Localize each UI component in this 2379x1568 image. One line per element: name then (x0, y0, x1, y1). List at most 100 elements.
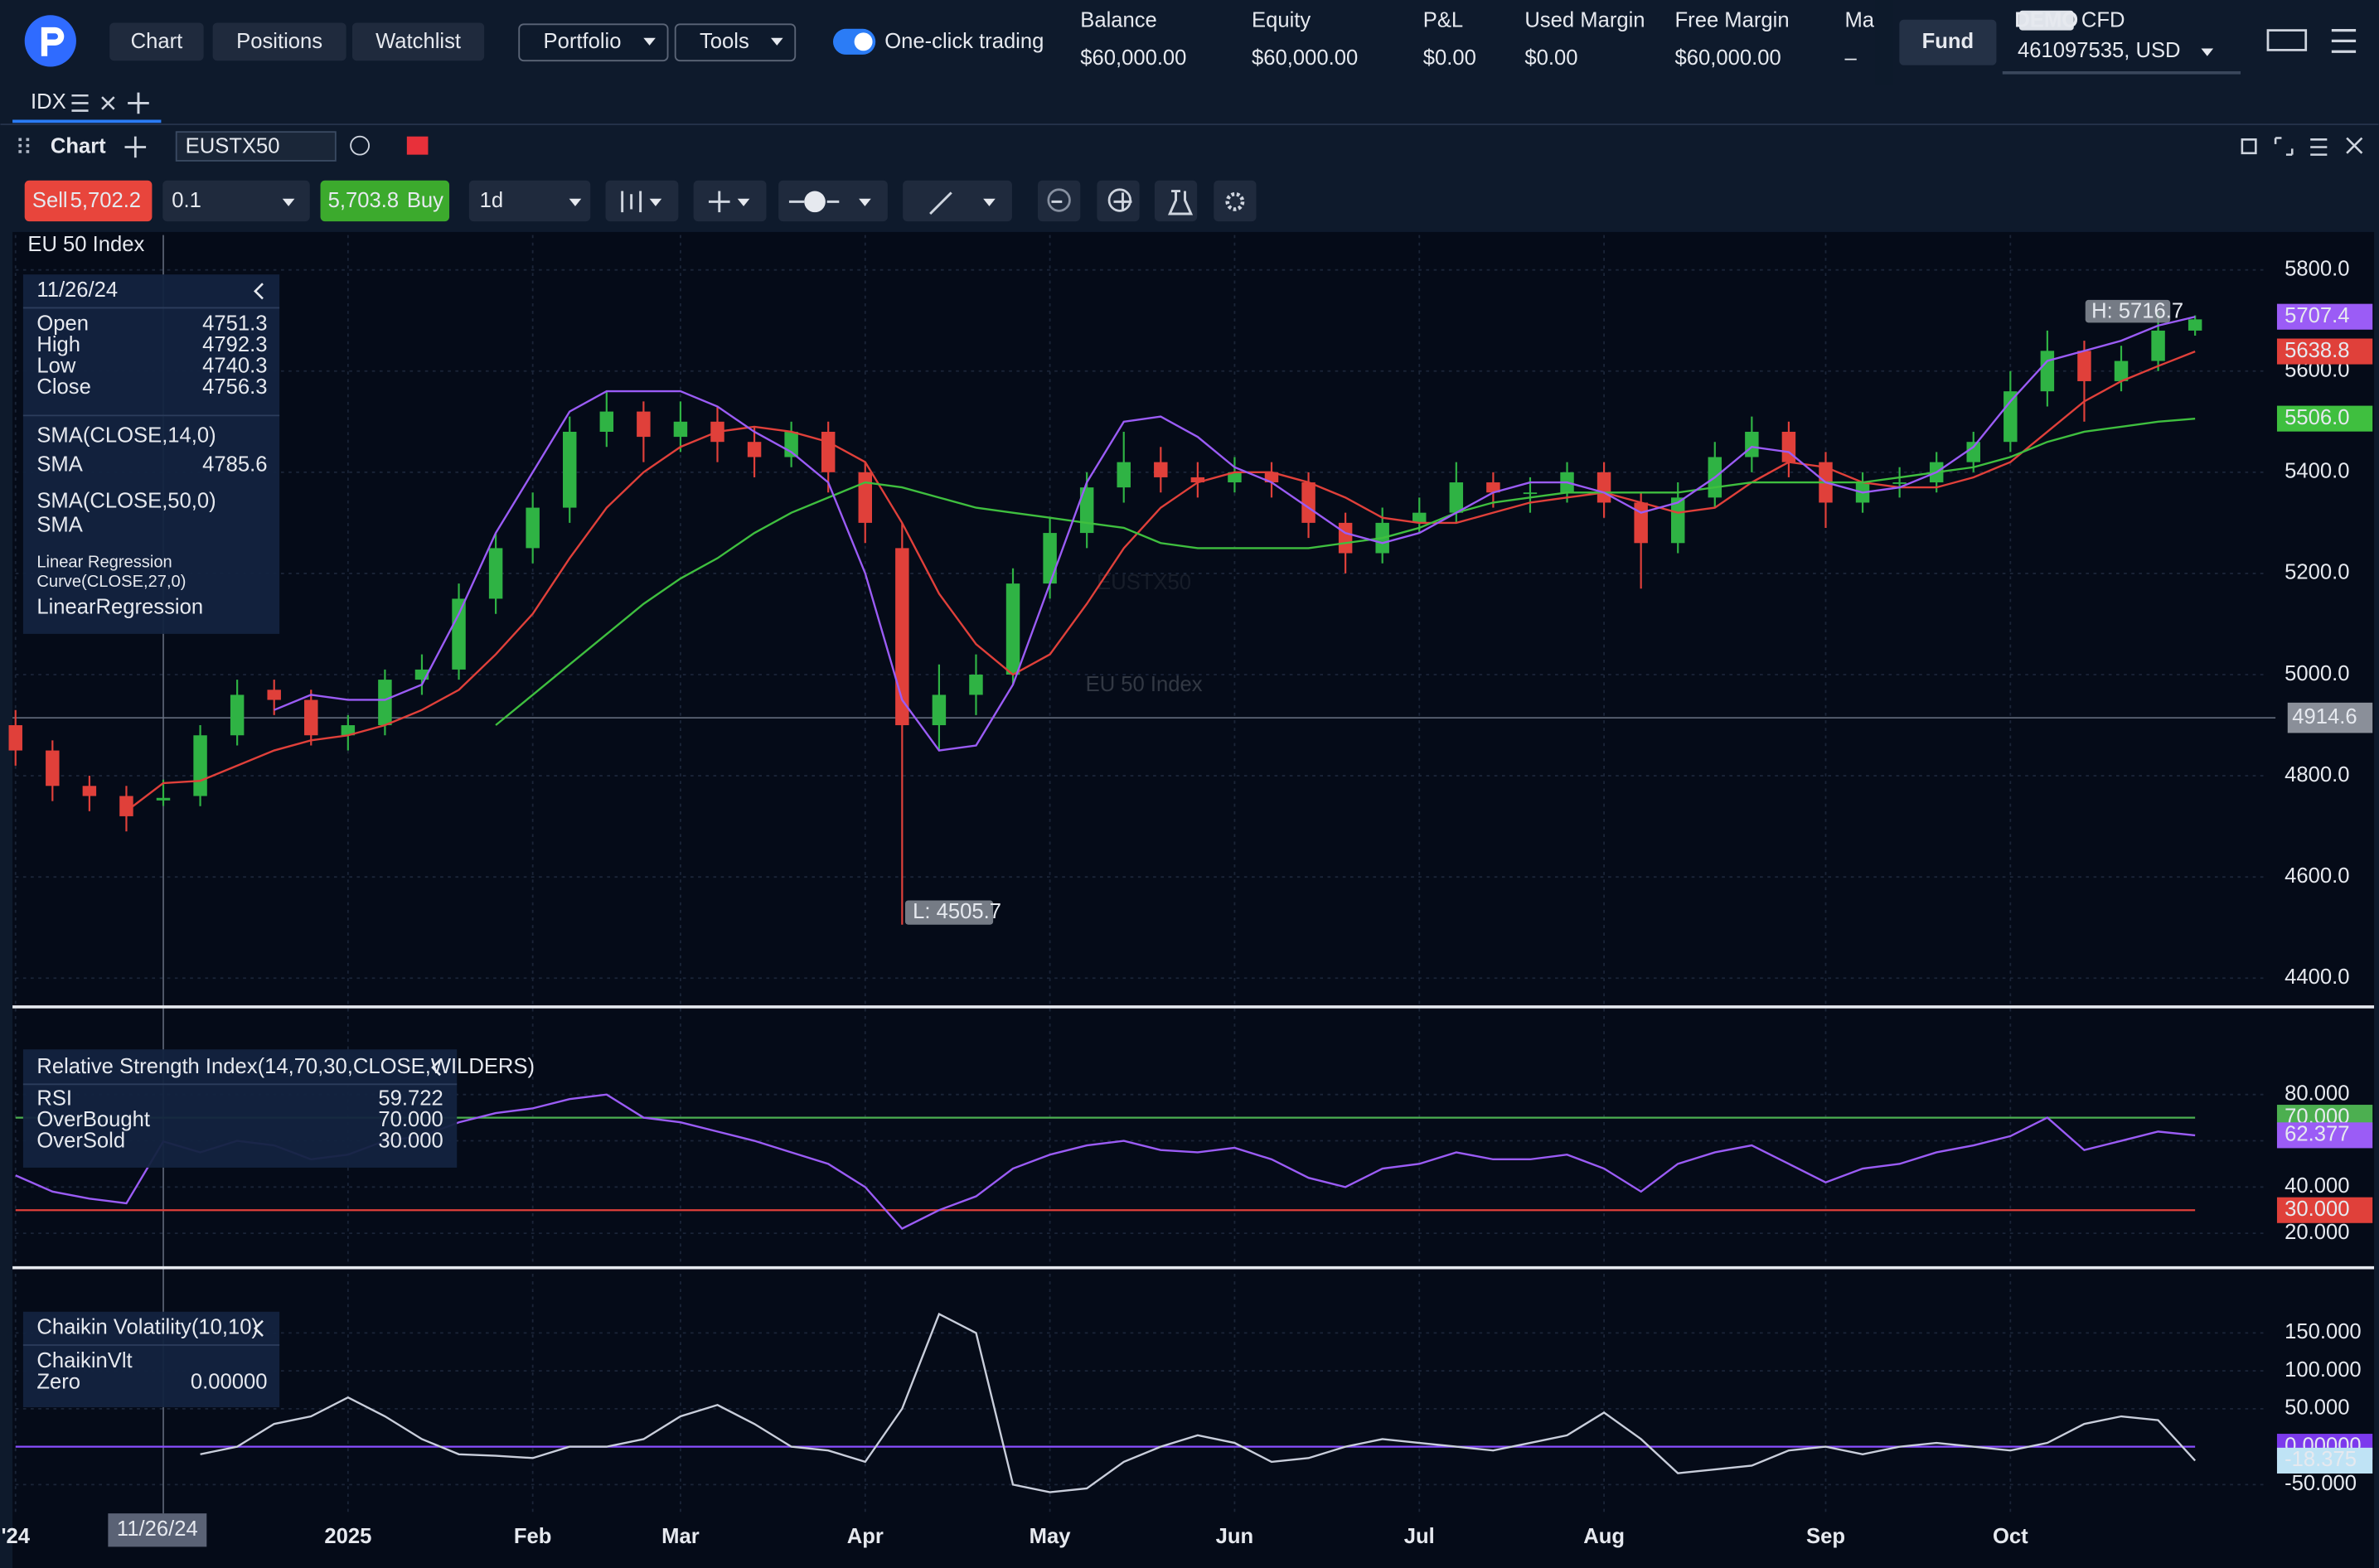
tab-add[interactable] (128, 92, 149, 114)
legend-text: OverBought (36, 1108, 150, 1131)
candle-body (932, 694, 947, 726)
legend-text: Chaikin Volatility(10,10) (36, 1316, 259, 1339)
legend-text: Open (36, 312, 89, 335)
quantity-input[interactable] (162, 180, 310, 222)
candle-body (2040, 351, 2055, 392)
candle-body (2114, 361, 2129, 381)
candle-body (1228, 472, 1242, 483)
menu-button[interactable] (674, 23, 797, 62)
buy-price[interactable]: 5,703.8 (328, 189, 399, 212)
instrument-type: CFD (2081, 8, 2125, 31)
symbol-value: EUSTX50 (186, 134, 280, 157)
legend-text: 0.00000 (191, 1371, 268, 1394)
sell-label[interactable]: Sell (32, 189, 68, 212)
candle-body (156, 797, 171, 801)
legend-text: OverSold (36, 1130, 125, 1153)
legend-wrap: Linear Regression Curve(CLOSE,27,0) (36, 553, 187, 592)
stat-label: Free Margin (1675, 8, 1790, 31)
sell-price[interactable]: 5,702.2 (70, 189, 141, 212)
candle-body (1486, 482, 1500, 493)
interval-select[interactable] (468, 180, 591, 222)
crosshair-price-bg (2287, 702, 2373, 733)
y-tick-label: 4800.0 (2285, 763, 2349, 786)
legend-text: Close (36, 375, 90, 399)
series-badge-bg (2276, 405, 2373, 432)
low-label-bg (904, 900, 994, 925)
menu-label[interactable]: Tools (700, 30, 749, 53)
buy-button[interactable] (320, 180, 450, 222)
sell-button[interactable] (24, 180, 153, 222)
y-tick-label: 5400.0 (2285, 460, 2349, 483)
candle-body (1634, 502, 1648, 544)
tab-menu-icon[interactable] (71, 94, 89, 112)
x-tick-label: Aug (1583, 1525, 1625, 1548)
legend-text: Low (36, 355, 75, 378)
tool-button[interactable] (605, 180, 679, 222)
legend-text: High (36, 333, 80, 356)
legend-collapse[interactable] (254, 1319, 264, 1337)
nav-button[interactable] (351, 22, 485, 61)
y-tick-label: 5800.0 (2285, 257, 2349, 280)
x-tick-label: Jul (1404, 1525, 1435, 1548)
demo-badge (2018, 10, 2074, 31)
crosshair-date-bg (108, 1513, 207, 1547)
layout-icon[interactable] (2266, 29, 2308, 51)
legend-collapse[interactable] (254, 283, 264, 300)
fund-label[interactable]: Fund (1922, 30, 1974, 53)
symbol-input[interactable] (175, 131, 337, 162)
legend-text: 30.000 (378, 1130, 443, 1153)
nav-button[interactable] (109, 22, 204, 61)
series-badge-bg (2276, 1447, 2373, 1474)
tool-button[interactable] (903, 180, 1012, 222)
quantity-value[interactable]: 0.1 (172, 189, 201, 212)
x-tick-label: May (1030, 1525, 1072, 1548)
legend-text: Linear Regression Curve(CLOSE,27,0) (36, 553, 187, 592)
candle-body (2003, 391, 2018, 443)
tab-close[interactable] (101, 96, 115, 110)
panel-grip (18, 138, 30, 157)
buy-label[interactable]: Buy (407, 189, 443, 212)
series-badge: 5506.0 (2285, 406, 2349, 429)
stat-label: Equity (1252, 8, 1311, 31)
legend-panel (22, 274, 280, 634)
menu-button[interactable] (518, 23, 669, 62)
x-tick-label: Mar (661, 1525, 700, 1548)
info-icon[interactable] (350, 135, 370, 156)
y-tick-label: 4400.0 (2285, 965, 2349, 989)
panel-window-icons[interactable] (2241, 137, 2363, 156)
tab-label[interactable]: IDX (31, 90, 66, 114)
stat-label: Balance (1080, 8, 1157, 31)
account-number[interactable]: 461097535, USD (2018, 39, 2181, 62)
legend-text: Relative Strength Index(14,70,30,CLOSE,W… (36, 1055, 535, 1078)
nav-label[interactable]: Positions (236, 30, 322, 53)
high-label-bg (2085, 299, 2171, 323)
candle-body (2188, 319, 2202, 331)
tool-caret (859, 198, 871, 206)
reference-badge: 30.000 (2285, 1198, 2349, 1221)
fund-button[interactable] (1899, 19, 1997, 65)
nav-label[interactable]: Chart (131, 30, 183, 53)
series-badge: 5638.8 (2285, 339, 2349, 362)
x-tick-label: Feb (514, 1525, 552, 1548)
legend-collapse[interactable] (431, 1059, 441, 1077)
panel-add[interactable] (124, 136, 147, 158)
color-swatch[interactable] (406, 136, 429, 155)
nav-label[interactable]: Watchlist (376, 30, 461, 53)
interval-value[interactable]: 1d (480, 189, 504, 212)
watermark-subtitle: EU 50 Index (1086, 673, 1203, 696)
legend-text: LinearRegression (36, 596, 203, 619)
tool-icon-clock (804, 191, 826, 213)
tool-caret (983, 198, 996, 206)
stat-label: Used Margin (1524, 8, 1645, 31)
legend-text: 11/26/24 (36, 278, 118, 302)
menu-label[interactable]: Portfolio (544, 30, 622, 53)
tool-button[interactable] (1214, 180, 1257, 222)
nav-button[interactable] (212, 22, 346, 61)
series-line (200, 1312, 2197, 1493)
candle-body (1745, 431, 1759, 457)
candle-body (230, 694, 245, 736)
candle-body (747, 442, 762, 457)
menu-icon[interactable] (2331, 28, 2357, 53)
watermark: EUSTX50 (1097, 571, 1191, 594)
x-tick-label: Oct (1993, 1525, 2028, 1548)
